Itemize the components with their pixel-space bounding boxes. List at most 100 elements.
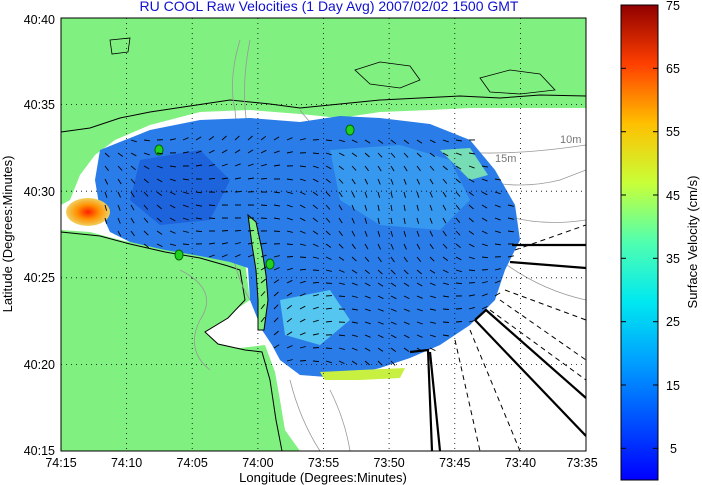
velocity-arrow	[377, 269, 383, 275]
velocity-arrow	[312, 178, 319, 183]
x-tick-label: 74:05	[177, 456, 208, 470]
velocity-arrow	[416, 217, 420, 224]
velocity-arrow	[130, 165, 136, 171]
velocity-arrow	[286, 191, 293, 195]
velocity-arrow	[312, 347, 320, 349]
velocity-arrow	[299, 138, 306, 141]
velocity-arrow	[481, 305, 488, 310]
velocity-arrow	[377, 256, 382, 263]
velocity-arrow	[364, 152, 370, 158]
velocity-arrow	[208, 136, 215, 141]
velocity-arrow	[234, 242, 241, 245]
velocity-arrow	[104, 204, 108, 211]
velocity-arrow	[130, 139, 137, 143]
velocity-arrow	[208, 204, 216, 207]
velocity-arrow	[104, 217, 108, 224]
velocity-arrow	[403, 165, 408, 172]
velocity-arrow	[442, 217, 447, 224]
velocity-arrow	[468, 230, 475, 235]
velocity-arrow	[494, 217, 501, 221]
velocity-arrow	[364, 165, 369, 172]
velocity-arrow	[169, 217, 176, 222]
colorbar-ticks	[621, 4, 658, 449]
velocity-arrow	[286, 292, 293, 297]
velocity-arrow	[195, 191, 202, 194]
velocity-arrow	[481, 178, 488, 182]
velocity-arrow	[429, 217, 433, 224]
velocity-arrow	[494, 191, 501, 195]
velocity-arrow	[507, 204, 514, 207]
velocity-arrow	[468, 217, 474, 223]
velocity-arrow	[429, 256, 435, 262]
velocity-arrow	[299, 256, 307, 258]
velocity-arrow	[260, 317, 266, 323]
velocity-arrow	[286, 256, 294, 258]
velocity-arrows	[104, 135, 515, 366]
velocity-arrow	[442, 243, 448, 249]
velocity-arrow	[234, 135, 240, 141]
velocity-arrow	[442, 165, 448, 171]
velocity-arrow	[364, 269, 370, 275]
velocity-arrow	[247, 163, 254, 167]
velocity-arrow	[234, 149, 241, 154]
velocity-arrow	[312, 306, 319, 310]
velocity-arrow	[104, 178, 109, 185]
velocity-arrow	[312, 333, 319, 336]
velocity-arrow	[390, 347, 397, 352]
velocity-arrow	[182, 178, 189, 181]
velocity-arrow	[325, 360, 332, 364]
velocity-arrow	[273, 304, 279, 310]
velocity-arrow	[286, 359, 293, 362]
colorbar-tick-labels: 75 65 55 45 35 25 15 5	[666, 0, 680, 456]
velocity-arrow	[455, 308, 463, 310]
velocity-arrow	[364, 295, 371, 299]
velocity-arrow	[481, 204, 488, 209]
x-tick-label: 74:10	[111, 456, 142, 470]
velocity-arrow	[468, 320, 475, 323]
colorbar-tick-label: 5	[670, 442, 677, 456]
velocity-arrow	[377, 334, 384, 339]
grid-lines	[61, 18, 586, 451]
velocity-arrow	[377, 308, 384, 312]
velocity-arrow	[429, 178, 434, 185]
velocity-arrow	[286, 267, 293, 271]
velocity-arrow	[182, 191, 189, 195]
velocity-arrow	[182, 204, 189, 208]
velocity-arrow	[351, 243, 356, 250]
velocity-arrow	[390, 282, 397, 287]
velocity-arrow	[156, 191, 163, 196]
velocity-arrow	[143, 217, 149, 223]
velocity-arrow	[429, 269, 436, 274]
velocity-arrow	[455, 165, 462, 170]
velocity-patch-yellow	[320, 368, 405, 380]
x-tick-label: 73:55	[308, 456, 339, 470]
velocity-arrow	[299, 293, 306, 297]
velocity-arrow	[208, 163, 215, 167]
velocity-arrow	[416, 282, 423, 287]
velocity-arrow	[286, 279, 293, 284]
velocity-arrow	[364, 230, 368, 237]
velocity-arrow	[247, 177, 254, 180]
velocity-arrow	[169, 178, 176, 182]
velocity-arrow	[468, 256, 475, 260]
velocity-arrow	[195, 204, 202, 207]
velocity-arrow	[260, 254, 267, 258]
velocity-arrow	[390, 152, 396, 158]
velocity-arrow	[403, 139, 410, 144]
velocity-arrow	[286, 243, 294, 246]
velocity-arrow	[403, 243, 407, 250]
velocity-arrow	[429, 282, 436, 286]
x-axis-label: Longitude (Degrees:Minutes)	[239, 470, 407, 485]
y-axis-label: Latitude (Degrees:Minutes)	[0, 156, 15, 313]
colorbar-tick-label: 15	[666, 379, 680, 393]
velocity-arrow	[351, 295, 358, 298]
velocity-arrow	[260, 163, 267, 167]
velocity-arrow	[299, 165, 306, 168]
velocity-arrow	[338, 217, 343, 224]
velocity-arrow	[169, 191, 176, 196]
velocity-arrow	[325, 230, 331, 236]
sandy-hook	[247, 213, 269, 331]
velocity-arrow	[325, 152, 332, 156]
velocity-arrow	[273, 217, 280, 220]
